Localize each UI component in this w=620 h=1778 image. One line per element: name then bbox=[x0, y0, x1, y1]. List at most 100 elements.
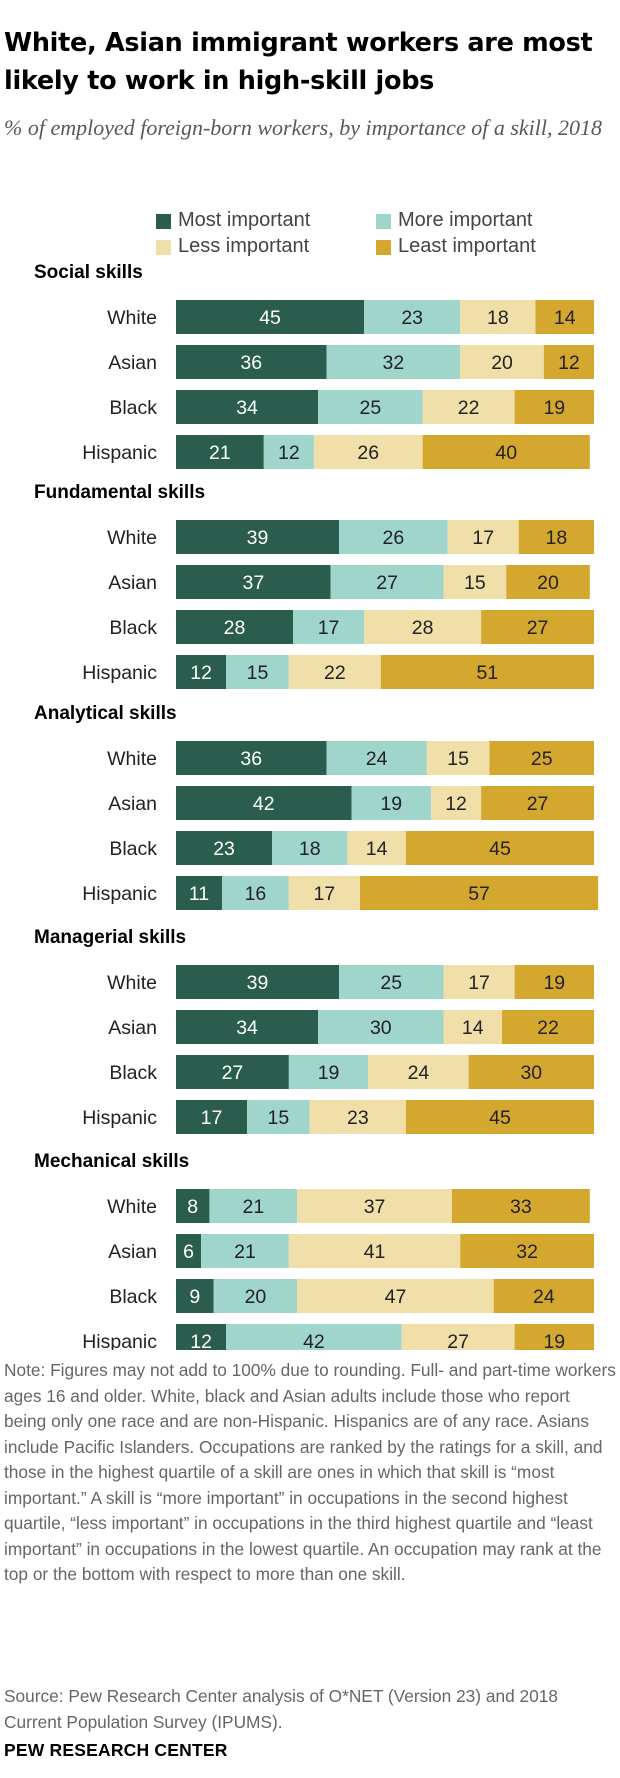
bar-fundamental-skills-white-most-important bbox=[176, 520, 340, 554]
bar-fundamental-skills-black-least-important bbox=[481, 610, 594, 644]
value-label-mechanical-skills-hispanic-more-important: 42 bbox=[303, 1331, 325, 1350]
value-label-social-skills-black-more-important: 25 bbox=[360, 397, 382, 419]
value-label-mechanical-skills-white-most-important: 8 bbox=[187, 1196, 198, 1218]
bar-analytical-skills-black-more-important bbox=[272, 831, 348, 865]
bar-social-skills-asian-most-important bbox=[176, 345, 327, 379]
value-label-fundamental-skills-white-most-important: 39 bbox=[247, 527, 269, 549]
value-label-analytical-skills-hispanic-less-important: 17 bbox=[314, 883, 336, 905]
bar-analytical-skills-black-least-important bbox=[405, 831, 594, 865]
bar-analytical-skills-hispanic-more-important bbox=[221, 876, 289, 910]
bar-mechanical-skills-hispanic-less-important bbox=[401, 1324, 515, 1350]
value-label-mechanical-skills-hispanic-less-important: 27 bbox=[447, 1331, 469, 1350]
bar-fundamental-skills-hispanic-more-important bbox=[226, 655, 289, 689]
bar-managerial-skills-asian-least-important bbox=[502, 1010, 594, 1044]
value-label-analytical-skills-hispanic-most-important: 11 bbox=[189, 883, 209, 905]
bar-analytical-skills-black-most-important bbox=[176, 831, 273, 865]
bar-managerial-skills-asian-most-important bbox=[176, 1010, 319, 1044]
value-label-social-skills-hispanic-most-important: 21 bbox=[209, 442, 231, 464]
bar-fundamental-skills-asian-least-important bbox=[506, 565, 590, 599]
legend-label-less-important: Less important bbox=[178, 235, 310, 257]
value-label-analytical-skills-asian-most-important: 42 bbox=[253, 793, 275, 815]
value-label-analytical-skills-asian-more-important: 19 bbox=[380, 793, 402, 815]
bar-fundamental-skills-black-more-important bbox=[293, 610, 365, 644]
bar-mechanical-skills-asian-least-important bbox=[460, 1234, 594, 1268]
row-label-analytical-skills-hispanic: Hispanic bbox=[82, 883, 157, 905]
bar-fundamental-skills-asian-more-important bbox=[330, 565, 444, 599]
legend-swatch-most-important bbox=[156, 214, 171, 229]
group-title-mechanical-skills: Mechanical skills bbox=[34, 1151, 189, 1172]
value-label-managerial-skills-asian-most-important: 34 bbox=[236, 1017, 258, 1039]
row-label-fundamental-skills-hispanic: Hispanic bbox=[82, 662, 157, 684]
value-label-fundamental-skills-black-less-important: 28 bbox=[412, 617, 434, 639]
bar-managerial-skills-hispanic-least-important bbox=[405, 1100, 594, 1134]
bar-fundamental-skills-black-most-important bbox=[176, 610, 294, 644]
value-label-analytical-skills-asian-less-important: 12 bbox=[445, 793, 467, 815]
row-label-mechanical-skills-black: Black bbox=[109, 1286, 157, 1308]
row-label-social-skills-white: White bbox=[107, 307, 157, 329]
value-label-analytical-skills-white-most-important: 36 bbox=[240, 748, 262, 770]
bar-mechanical-skills-black-most-important bbox=[176, 1279, 214, 1313]
bar-mechanical-skills-hispanic-most-important bbox=[176, 1324, 227, 1350]
value-label-managerial-skills-black-less-important: 24 bbox=[408, 1062, 430, 1084]
bar-managerial-skills-white-more-important bbox=[339, 965, 444, 999]
row-label-mechanical-skills-white: White bbox=[107, 1196, 157, 1218]
brand-logo-text: PEW RESEARCH CENTER bbox=[4, 1740, 228, 1760]
bar-social-skills-hispanic-more-important bbox=[263, 435, 314, 469]
bar-social-skills-black-more-important bbox=[318, 390, 423, 424]
value-label-managerial-skills-white-more-important: 25 bbox=[380, 972, 402, 994]
group-title-social-skills: Social skills bbox=[34, 262, 143, 283]
value-label-mechanical-skills-asian-least-important: 32 bbox=[516, 1241, 538, 1263]
row-label-managerial-skills-white: White bbox=[107, 972, 157, 994]
value-label-managerial-skills-hispanic-more-important: 15 bbox=[268, 1107, 290, 1129]
bar-fundamental-skills-hispanic-less-important bbox=[288, 655, 381, 689]
value-label-mechanical-skills-asian-most-important: 6 bbox=[183, 1241, 194, 1263]
value-label-mechanical-skills-asian-more-important: 21 bbox=[234, 1241, 256, 1263]
row-label-managerial-skills-black: Black bbox=[109, 1062, 157, 1084]
value-label-analytical-skills-black-less-important: 14 bbox=[366, 838, 388, 860]
bar-social-skills-hispanic-less-important bbox=[313, 435, 423, 469]
bar-social-skills-hispanic-most-important bbox=[176, 435, 264, 469]
group-title-managerial-skills: Managerial skills bbox=[34, 927, 186, 948]
row-label-managerial-skills-hispanic: Hispanic bbox=[82, 1107, 157, 1129]
value-label-fundamental-skills-asian-most-important: 37 bbox=[242, 572, 264, 594]
value-label-fundamental-skills-white-more-important: 26 bbox=[383, 527, 405, 549]
value-label-fundamental-skills-asian-least-important: 20 bbox=[537, 572, 559, 594]
row-label-analytical-skills-black: Black bbox=[109, 838, 157, 860]
value-label-mechanical-skills-white-more-important: 21 bbox=[242, 1196, 264, 1218]
value-label-fundamental-skills-white-less-important: 17 bbox=[472, 527, 494, 549]
value-label-managerial-skills-asian-more-important: 30 bbox=[370, 1017, 392, 1039]
chart-source: Source: Pew Research Center analysis of … bbox=[4, 1686, 558, 1732]
value-label-fundamental-skills-white-least-important: 18 bbox=[546, 527, 568, 549]
value-label-mechanical-skills-asian-less-important: 41 bbox=[364, 1241, 386, 1263]
value-label-social-skills-hispanic-less-important: 26 bbox=[357, 442, 379, 464]
bar-social-skills-black-least-important bbox=[514, 390, 594, 424]
bar-social-skills-black-most-important bbox=[176, 390, 319, 424]
value-label-analytical-skills-white-least-important: 25 bbox=[531, 748, 553, 770]
value-label-fundamental-skills-hispanic-least-important: 51 bbox=[477, 662, 499, 684]
bar-analytical-skills-hispanic-less-important bbox=[288, 876, 360, 910]
bar-mechanical-skills-hispanic-least-important bbox=[514, 1324, 594, 1350]
row-label-mechanical-skills-asian: Asian bbox=[108, 1241, 157, 1263]
value-label-mechanical-skills-black-most-important: 9 bbox=[189, 1286, 200, 1308]
value-label-managerial-skills-asian-least-important: 22 bbox=[537, 1017, 559, 1039]
bar-managerial-skills-black-most-important bbox=[176, 1055, 289, 1089]
bar-analytical-skills-asian-more-important bbox=[351, 786, 431, 820]
value-label-fundamental-skills-black-most-important: 28 bbox=[224, 617, 246, 639]
value-label-managerial-skills-black-more-important: 19 bbox=[318, 1062, 340, 1084]
bar-mechanical-skills-white-less-important bbox=[297, 1189, 452, 1223]
bar-social-skills-asian-less-important bbox=[460, 345, 544, 379]
bar-analytical-skills-asian-most-important bbox=[176, 786, 352, 820]
value-label-social-skills-white-less-important: 18 bbox=[487, 307, 509, 329]
bar-managerial-skills-white-less-important bbox=[443, 965, 515, 999]
legend-swatch-more-important bbox=[376, 214, 391, 229]
row-label-fundamental-skills-white: White bbox=[107, 527, 157, 549]
row-label-social-skills-hispanic: Hispanic bbox=[82, 442, 157, 464]
row-label-fundamental-skills-asian: Asian bbox=[108, 572, 157, 594]
value-label-managerial-skills-asian-less-important: 14 bbox=[462, 1017, 484, 1039]
value-label-analytical-skills-asian-least-important: 27 bbox=[527, 793, 549, 815]
chart-subtitle: % of employed foreign-born workers, by i… bbox=[4, 115, 602, 140]
bar-analytical-skills-black-less-important bbox=[347, 831, 406, 865]
bar-mechanical-skills-white-least-important bbox=[451, 1189, 590, 1223]
value-label-analytical-skills-black-most-important: 23 bbox=[213, 838, 235, 860]
legend-swatch-least-important bbox=[376, 240, 391, 255]
